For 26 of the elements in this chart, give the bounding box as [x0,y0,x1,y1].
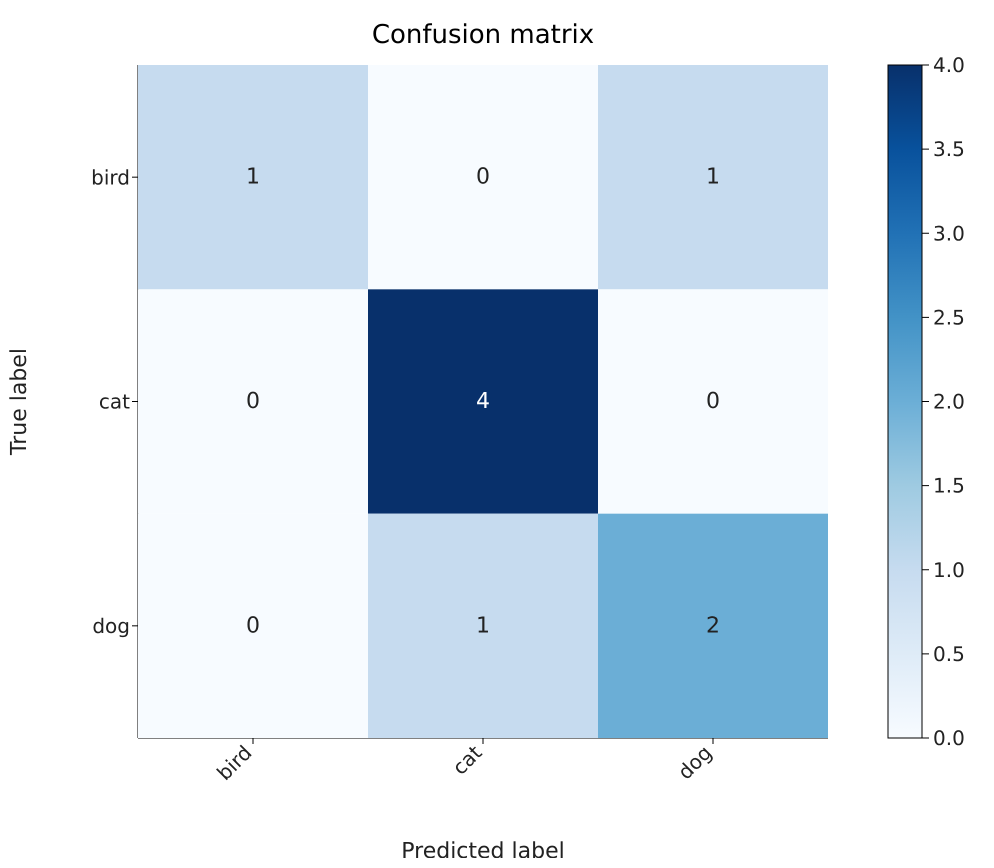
x-tick-label: dog [672,740,717,784]
color-bar-label: 1.5 [933,474,965,498]
data-label: 0 [246,613,260,638]
y-tick-label: cat [98,390,130,414]
color-bar-label: 3.5 [933,137,965,162]
data-label: 0 [246,389,260,414]
color-bar-label: 4.0 [933,53,965,77]
data-label: 0 [476,164,490,190]
x-axis-title: Predicted label [401,839,565,864]
data-label: 2 [706,613,720,638]
y-axis-title: True label [6,348,32,456]
color-bar-label: 3.0 [933,221,965,246]
y-tick-label: bird [91,165,130,190]
data-label: 0 [706,389,720,414]
x-tick-label: cat [448,740,487,780]
color-bar-label: 0.0 [933,726,965,750]
data-label: 1 [706,164,720,190]
y-tick-label: dog [92,614,130,638]
data-label: 4 [476,389,490,414]
color-bar-label: 1.0 [933,558,965,582]
color-bar-label: 2.0 [933,390,965,414]
color-bar-label: 0.5 [933,642,965,666]
data-label: 1 [246,164,260,190]
color-bar-label: 2.5 [933,305,965,330]
chart-title: Confusion matrix [370,20,596,50]
data-label: 1 [476,613,490,638]
